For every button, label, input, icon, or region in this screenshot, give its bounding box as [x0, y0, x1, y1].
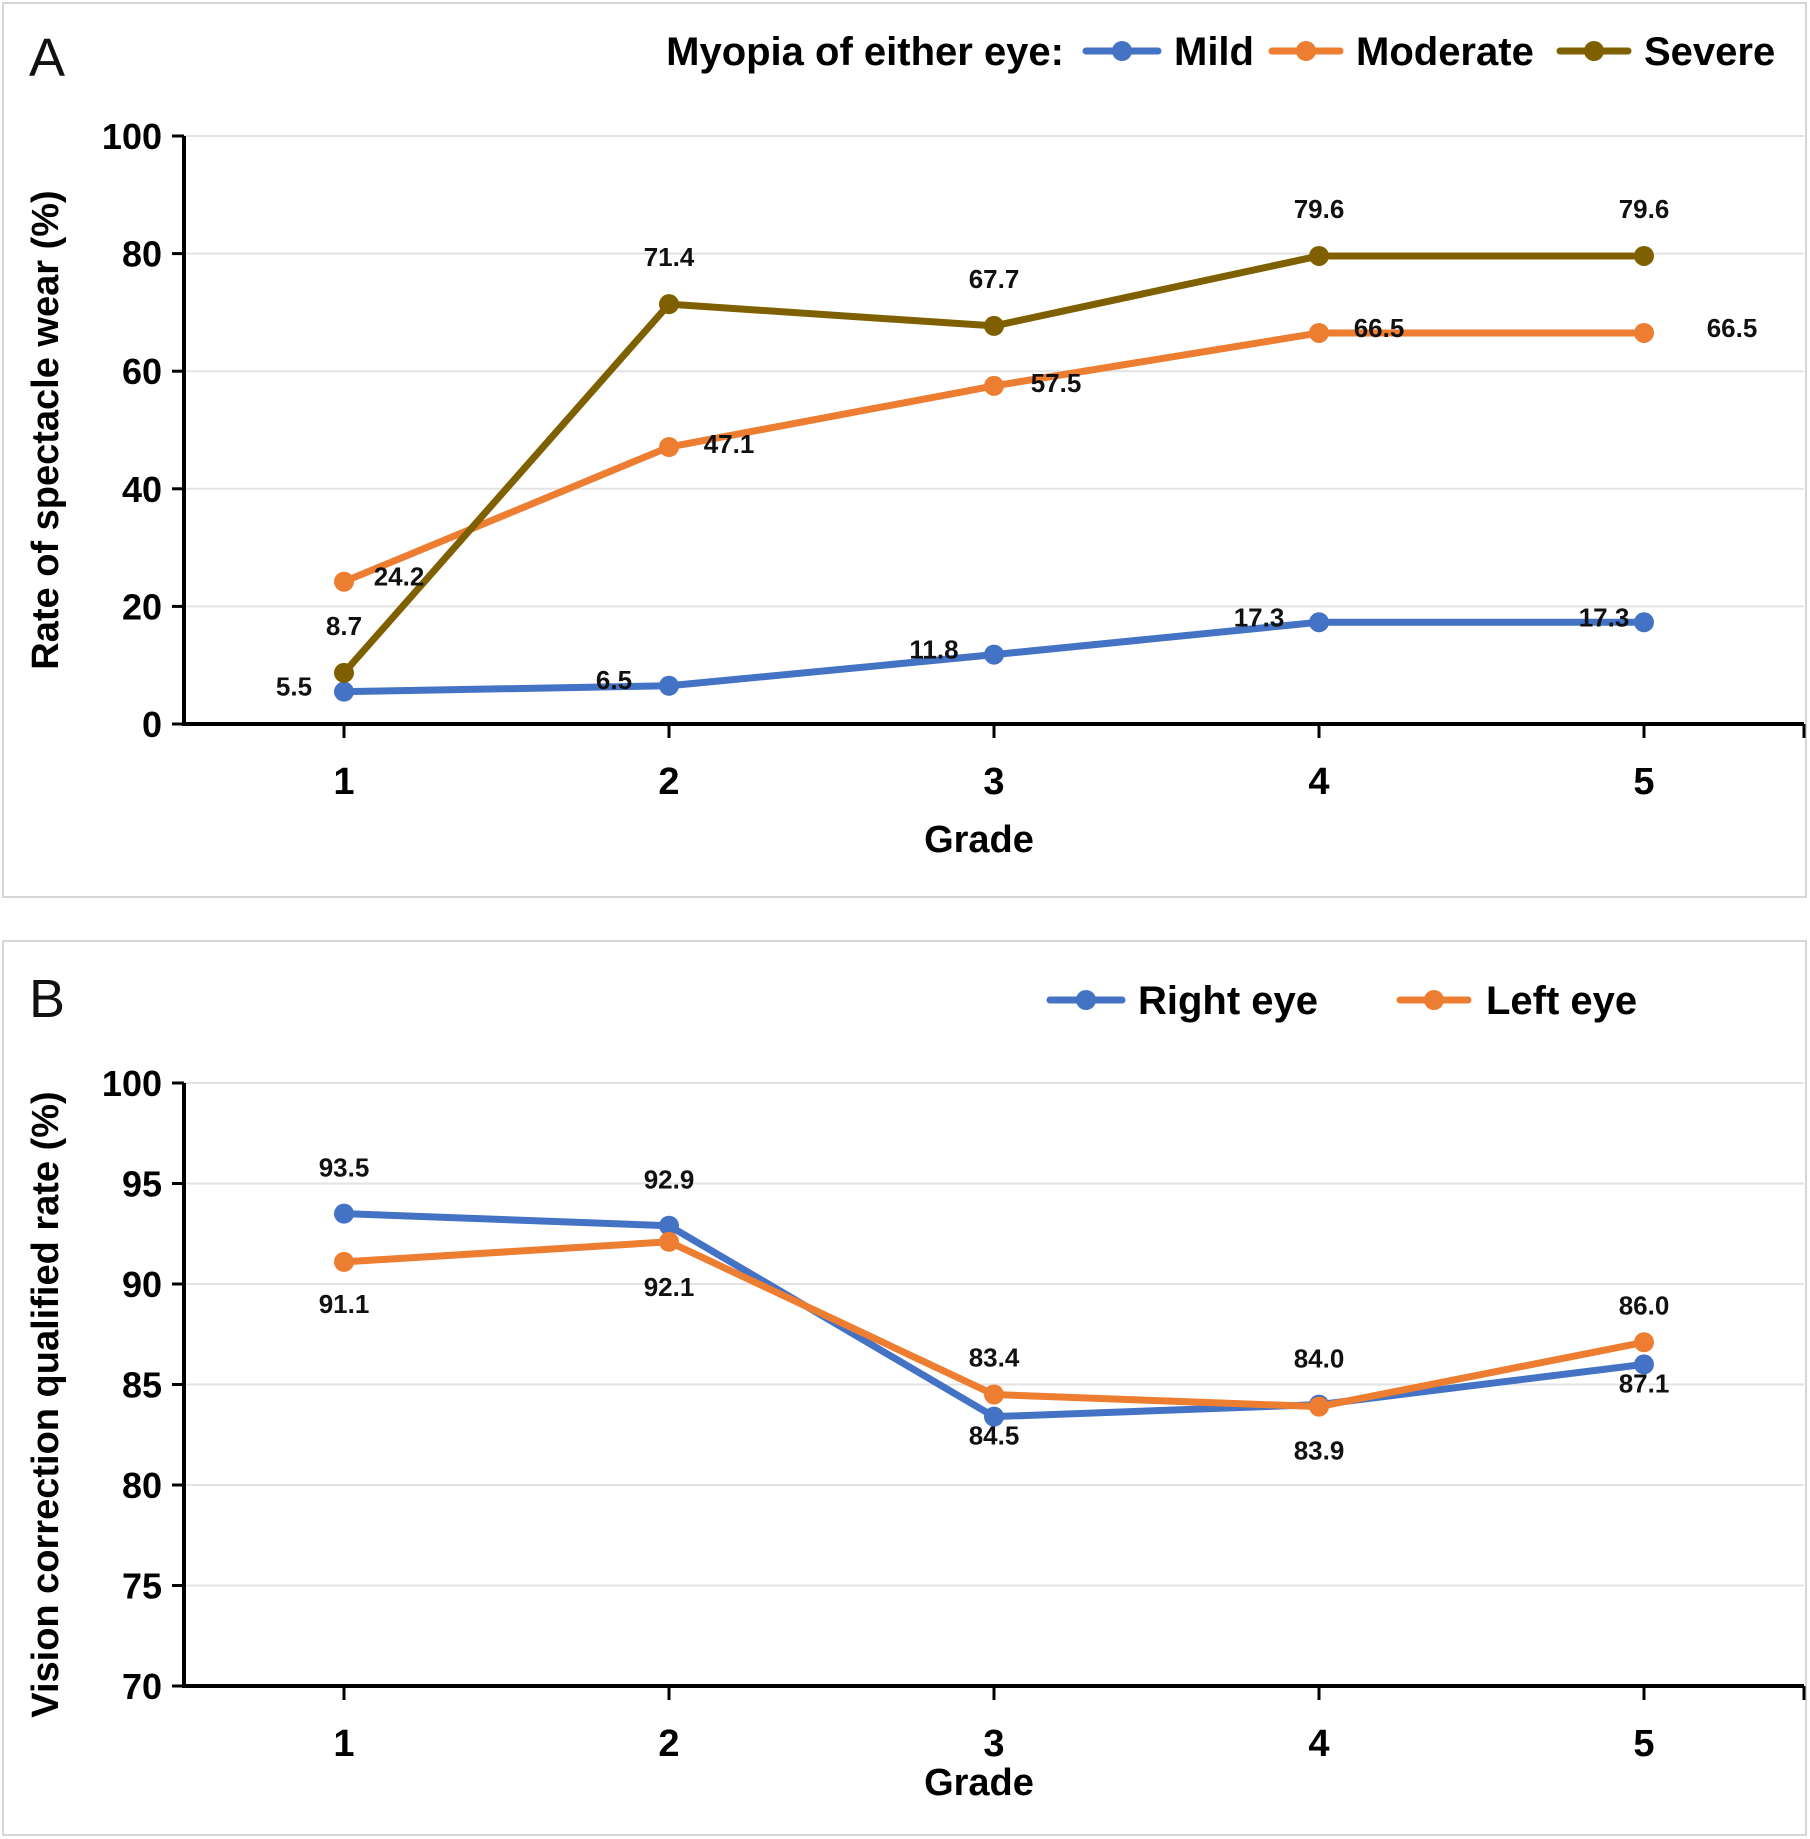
y-tick-label: 80: [122, 1465, 162, 1506]
x-tick-label: 4: [1308, 1723, 1329, 1765]
y-tick-label: 60: [122, 351, 162, 392]
data-point-severe: [1634, 245, 1654, 266]
x-axis-title: Grade: [924, 819, 1034, 861]
data-label: 66.5: [1354, 313, 1405, 343]
data-label: 79.6: [1294, 194, 1345, 224]
y-tick-label: 20: [122, 586, 162, 627]
legend-label-mild: Mild: [1174, 30, 1254, 74]
data-label: 11.8: [909, 635, 958, 665]
data-point-right-eye: [334, 1203, 354, 1224]
data-point-severe: [659, 294, 679, 315]
x-tick-label: 5: [1633, 761, 1654, 803]
y-axis-title: Rate of spectacle wear (%): [25, 190, 67, 669]
y-tick-label: 75: [122, 1566, 162, 1607]
y-tick-label: 0: [142, 704, 162, 745]
data-label: 5.5: [276, 672, 312, 702]
legend-label-right-eye: Right eye: [1138, 979, 1318, 1023]
data-point-moderate: [334, 571, 354, 592]
legend-marker-left-eye: [1424, 990, 1444, 1010]
chart-b-svg: B 70 75 80 85 90 95 100 1 2 3 4 5 Grade Vision correct…: [25, 969, 1806, 1804]
y-tick-label: 100: [102, 116, 162, 157]
data-label: 6.5: [596, 665, 632, 695]
data-label: 93.5: [319, 1153, 370, 1183]
y-tick-label: 90: [122, 1264, 162, 1305]
data-point-severe: [1309, 245, 1329, 266]
chart-a-svg: A 0 20 40 60 80 100 1 2 3 4 5 Grade Rate of spectacle…: [25, 28, 1806, 861]
data-label: 67.7: [969, 264, 1020, 294]
data-point-moderate: [1634, 322, 1654, 343]
data-point-left-eye: [659, 1231, 679, 1252]
y-tick-label: 95: [122, 1164, 162, 1205]
data-point-right-eye: [659, 1215, 679, 1236]
x-tick-label: 3: [983, 1723, 1004, 1765]
data-label: 92.1: [644, 1272, 695, 1302]
data-label: 84.0: [1294, 1344, 1345, 1374]
y-tick-label: 40: [122, 469, 162, 510]
x-axis-title: Grade: [924, 1762, 1034, 1804]
x-tick-label: 2: [658, 761, 679, 803]
x-tick-label: 1: [333, 1723, 354, 1765]
data-label: 24.2: [374, 562, 425, 592]
data-label: 92.9: [644, 1165, 695, 1195]
y-tick-label: 80: [122, 234, 162, 275]
data-label: 17.3: [1234, 602, 1285, 632]
data-label: 66.5: [1707, 313, 1758, 343]
x-tick-label: 2: [658, 1723, 679, 1765]
data-point-moderate: [984, 375, 1004, 396]
y-tick-label: 100: [102, 1063, 162, 1104]
panel-label: B: [29, 969, 65, 1029]
legend-label-moderate: Moderate: [1356, 30, 1534, 74]
legend-marker-moderate: [1296, 41, 1316, 61]
data-point-mild: [1634, 612, 1654, 633]
data-point-severe: [334, 662, 354, 683]
legend-marker-mild: [1112, 41, 1132, 61]
legend-title: Myopia of either eye:: [666, 30, 1064, 74]
data-label: 8.7: [326, 611, 362, 641]
data-label: 83.4: [969, 1343, 1020, 1373]
data-point-mild: [334, 681, 354, 702]
x-tick-label: 3: [983, 761, 1004, 803]
legend-label-left-eye: Left eye: [1486, 979, 1637, 1023]
data-point-moderate: [659, 437, 679, 458]
data-point-mild: [1309, 612, 1329, 633]
data-label: 17.3: [1579, 602, 1630, 632]
y-axis-title: Vision correction qualified rate (%): [25, 1091, 67, 1717]
data-point-mild: [659, 675, 679, 696]
data-label: 87.1: [1619, 1368, 1670, 1398]
legend-label-severe: Severe: [1644, 30, 1775, 74]
x-tick-label: 5: [1633, 1723, 1654, 1765]
data-label: 79.6: [1619, 194, 1670, 224]
x-tick-label: 4: [1308, 761, 1329, 803]
panel-label: A: [29, 28, 65, 88]
data-point-left-eye: [1309, 1396, 1329, 1417]
y-tick-label: 85: [122, 1365, 162, 1406]
data-point-right-eye: [984, 1406, 1004, 1427]
data-point-mild: [984, 644, 1004, 665]
data-label: 84.5: [969, 1421, 1020, 1451]
y-tick-label: 70: [122, 1666, 162, 1707]
chart-panel-a: A 0 20 40 60 80 100 1 2 3 4 5 Grade Rate of spectacle…: [2, 2, 1807, 898]
data-label: 86.0: [1619, 1290, 1670, 1320]
data-label: 71.4: [644, 242, 695, 272]
legend-marker-severe: [1584, 41, 1604, 61]
series-line-left-eye: [340, 1238, 1648, 1411]
legend-marker-right-eye: [1076, 990, 1096, 1010]
data-label: 91.1: [319, 1289, 370, 1319]
data-point-moderate: [1309, 322, 1329, 343]
data-point-severe: [984, 315, 1004, 336]
data-label: 47.1: [704, 429, 755, 459]
data-point-left-eye: [984, 1384, 1004, 1405]
x-tick-label: 1: [333, 761, 354, 803]
data-point-left-eye: [1634, 1332, 1654, 1353]
chart-panel-b: B 70 75 80 85 90 95 100 1 2 3 4 5 Grade Vision correct…: [2, 940, 1807, 1836]
data-point-left-eye: [334, 1251, 354, 1272]
data-point-right-eye: [1634, 1354, 1654, 1375]
data-label: 83.9: [1294, 1436, 1345, 1466]
data-label: 57.5: [1031, 368, 1082, 398]
